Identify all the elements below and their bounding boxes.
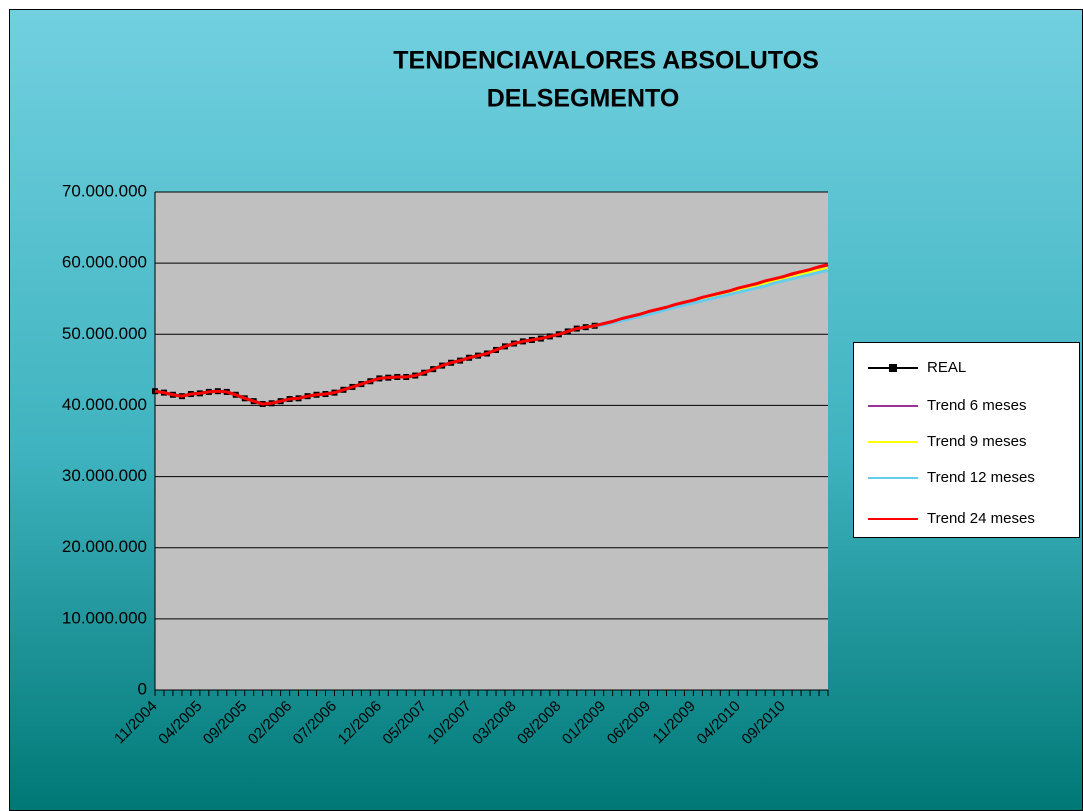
legend-marker xyxy=(889,364,897,372)
legend-label: Trend 9 meses xyxy=(927,433,1027,450)
chart-title: DELSEGMENTO xyxy=(487,85,680,113)
legend-label: Trend 12 meses xyxy=(927,469,1035,486)
y-tick-label: 10.000.000 xyxy=(62,608,147,627)
y-tick-label: 40.000.000 xyxy=(62,395,147,414)
y-tick-label: 50.000.000 xyxy=(62,324,147,343)
y-tick-label: 0 xyxy=(138,679,147,698)
legend-label: Trend 24 meses xyxy=(927,510,1035,527)
legend xyxy=(853,342,1080,538)
y-tick-label: 60.000.000 xyxy=(62,253,147,272)
legend-label: Trend 6 meses xyxy=(927,397,1027,414)
legend-label: REAL xyxy=(927,359,966,376)
series-line xyxy=(154,263,829,406)
chart-title: TENDENCIAVALORES ABSOLUTOS xyxy=(393,47,819,75)
plot-area xyxy=(155,192,828,690)
y-tick-label: 30.000.000 xyxy=(62,466,147,485)
y-tick-label: 70.000.000 xyxy=(62,181,147,200)
y-tick-label: 20.000.000 xyxy=(62,537,147,556)
series-line xyxy=(585,268,829,329)
